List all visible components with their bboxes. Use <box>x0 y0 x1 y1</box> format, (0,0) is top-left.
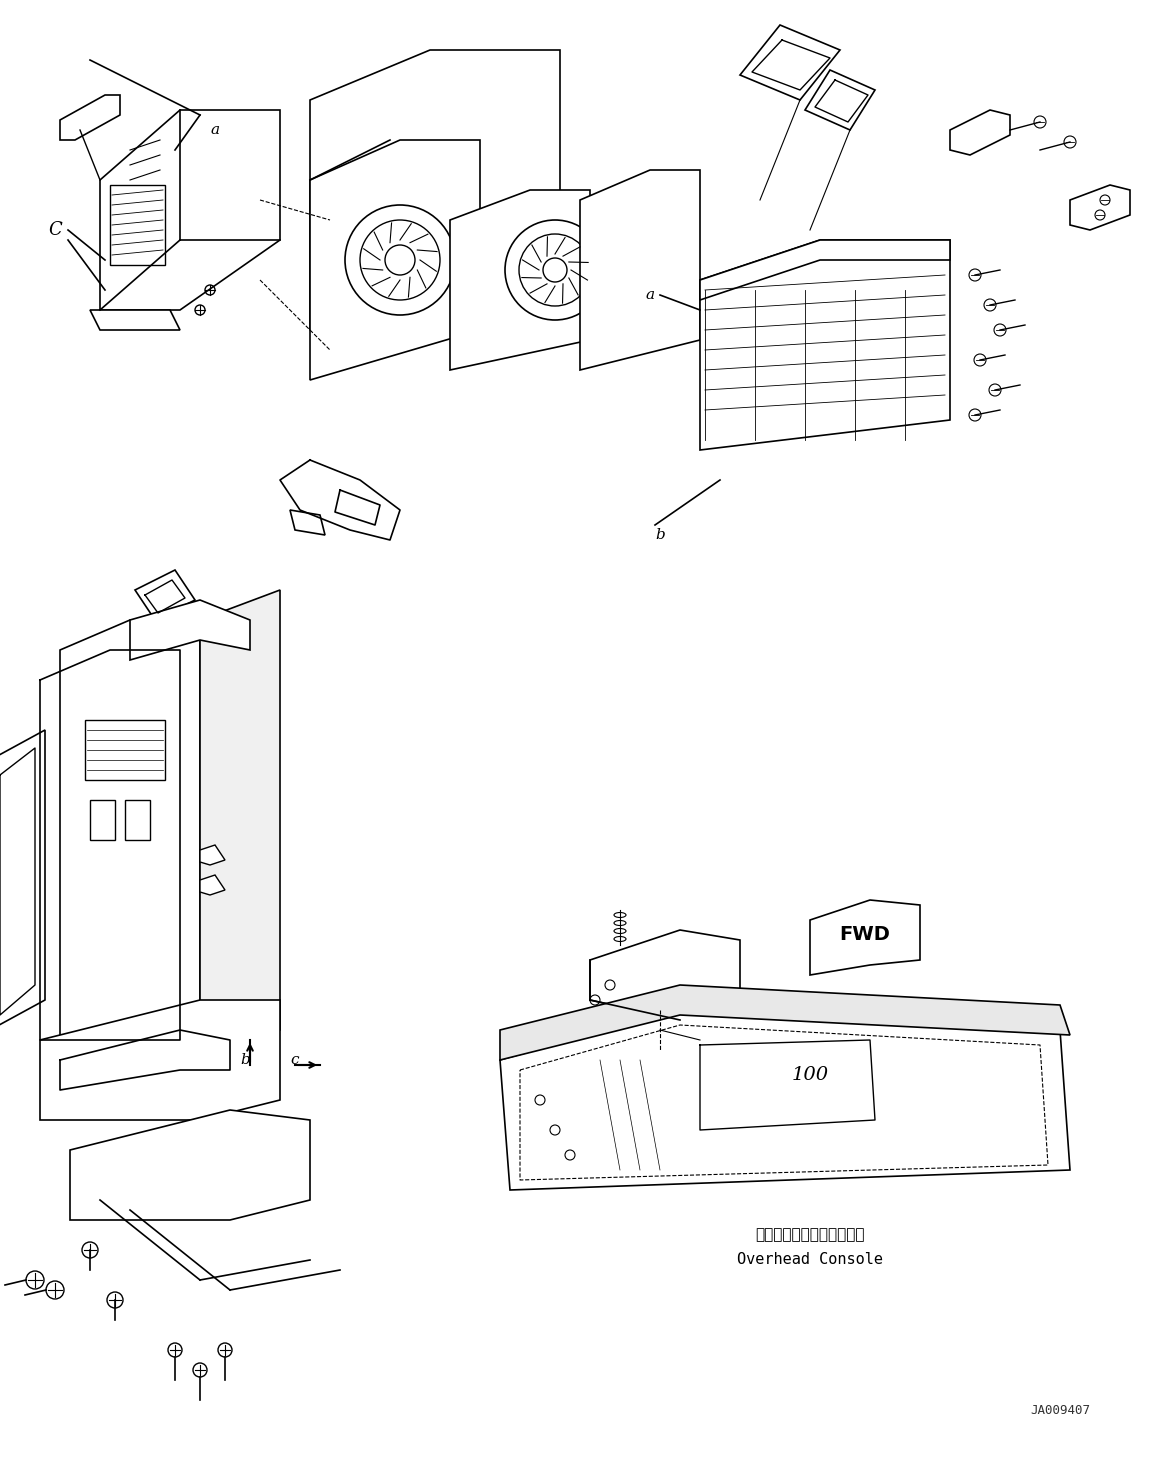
Text: JA009407: JA009407 <box>1030 1403 1090 1416</box>
Text: b: b <box>240 1053 250 1067</box>
Polygon shape <box>950 109 1010 154</box>
Polygon shape <box>805 70 875 130</box>
Polygon shape <box>0 730 45 1030</box>
Polygon shape <box>700 240 950 300</box>
Polygon shape <box>310 140 479 380</box>
Text: a: a <box>646 288 655 302</box>
Text: オーバーヘッドコンソール: オーバーヘッドコンソール <box>756 1227 865 1243</box>
Polygon shape <box>740 25 841 101</box>
Polygon shape <box>60 95 120 140</box>
Polygon shape <box>1070 185 1130 230</box>
Polygon shape <box>100 109 280 310</box>
Polygon shape <box>500 1010 1070 1190</box>
Polygon shape <box>310 50 560 329</box>
Text: a: a <box>210 122 219 137</box>
Text: c: c <box>290 1053 300 1067</box>
Polygon shape <box>60 621 200 1061</box>
Text: C: C <box>48 221 62 239</box>
Bar <box>85 720 165 779</box>
Polygon shape <box>135 570 195 621</box>
Text: FWD: FWD <box>839 925 890 944</box>
Polygon shape <box>70 1110 310 1220</box>
Polygon shape <box>590 930 740 1020</box>
Polygon shape <box>700 240 950 450</box>
Polygon shape <box>91 310 180 329</box>
Bar <box>125 800 150 841</box>
Polygon shape <box>290 510 325 535</box>
Polygon shape <box>200 590 280 1061</box>
Bar <box>110 185 165 265</box>
Polygon shape <box>200 876 225 895</box>
Text: Overhead Console: Overhead Console <box>737 1253 884 1268</box>
Polygon shape <box>810 900 920 975</box>
Text: 100: 100 <box>792 1067 829 1084</box>
Bar <box>91 800 115 841</box>
Polygon shape <box>450 189 590 370</box>
Polygon shape <box>500 985 1070 1061</box>
Text: b: b <box>655 527 665 542</box>
Polygon shape <box>580 170 700 370</box>
Polygon shape <box>200 845 225 865</box>
Polygon shape <box>39 1000 280 1120</box>
Polygon shape <box>130 600 250 660</box>
